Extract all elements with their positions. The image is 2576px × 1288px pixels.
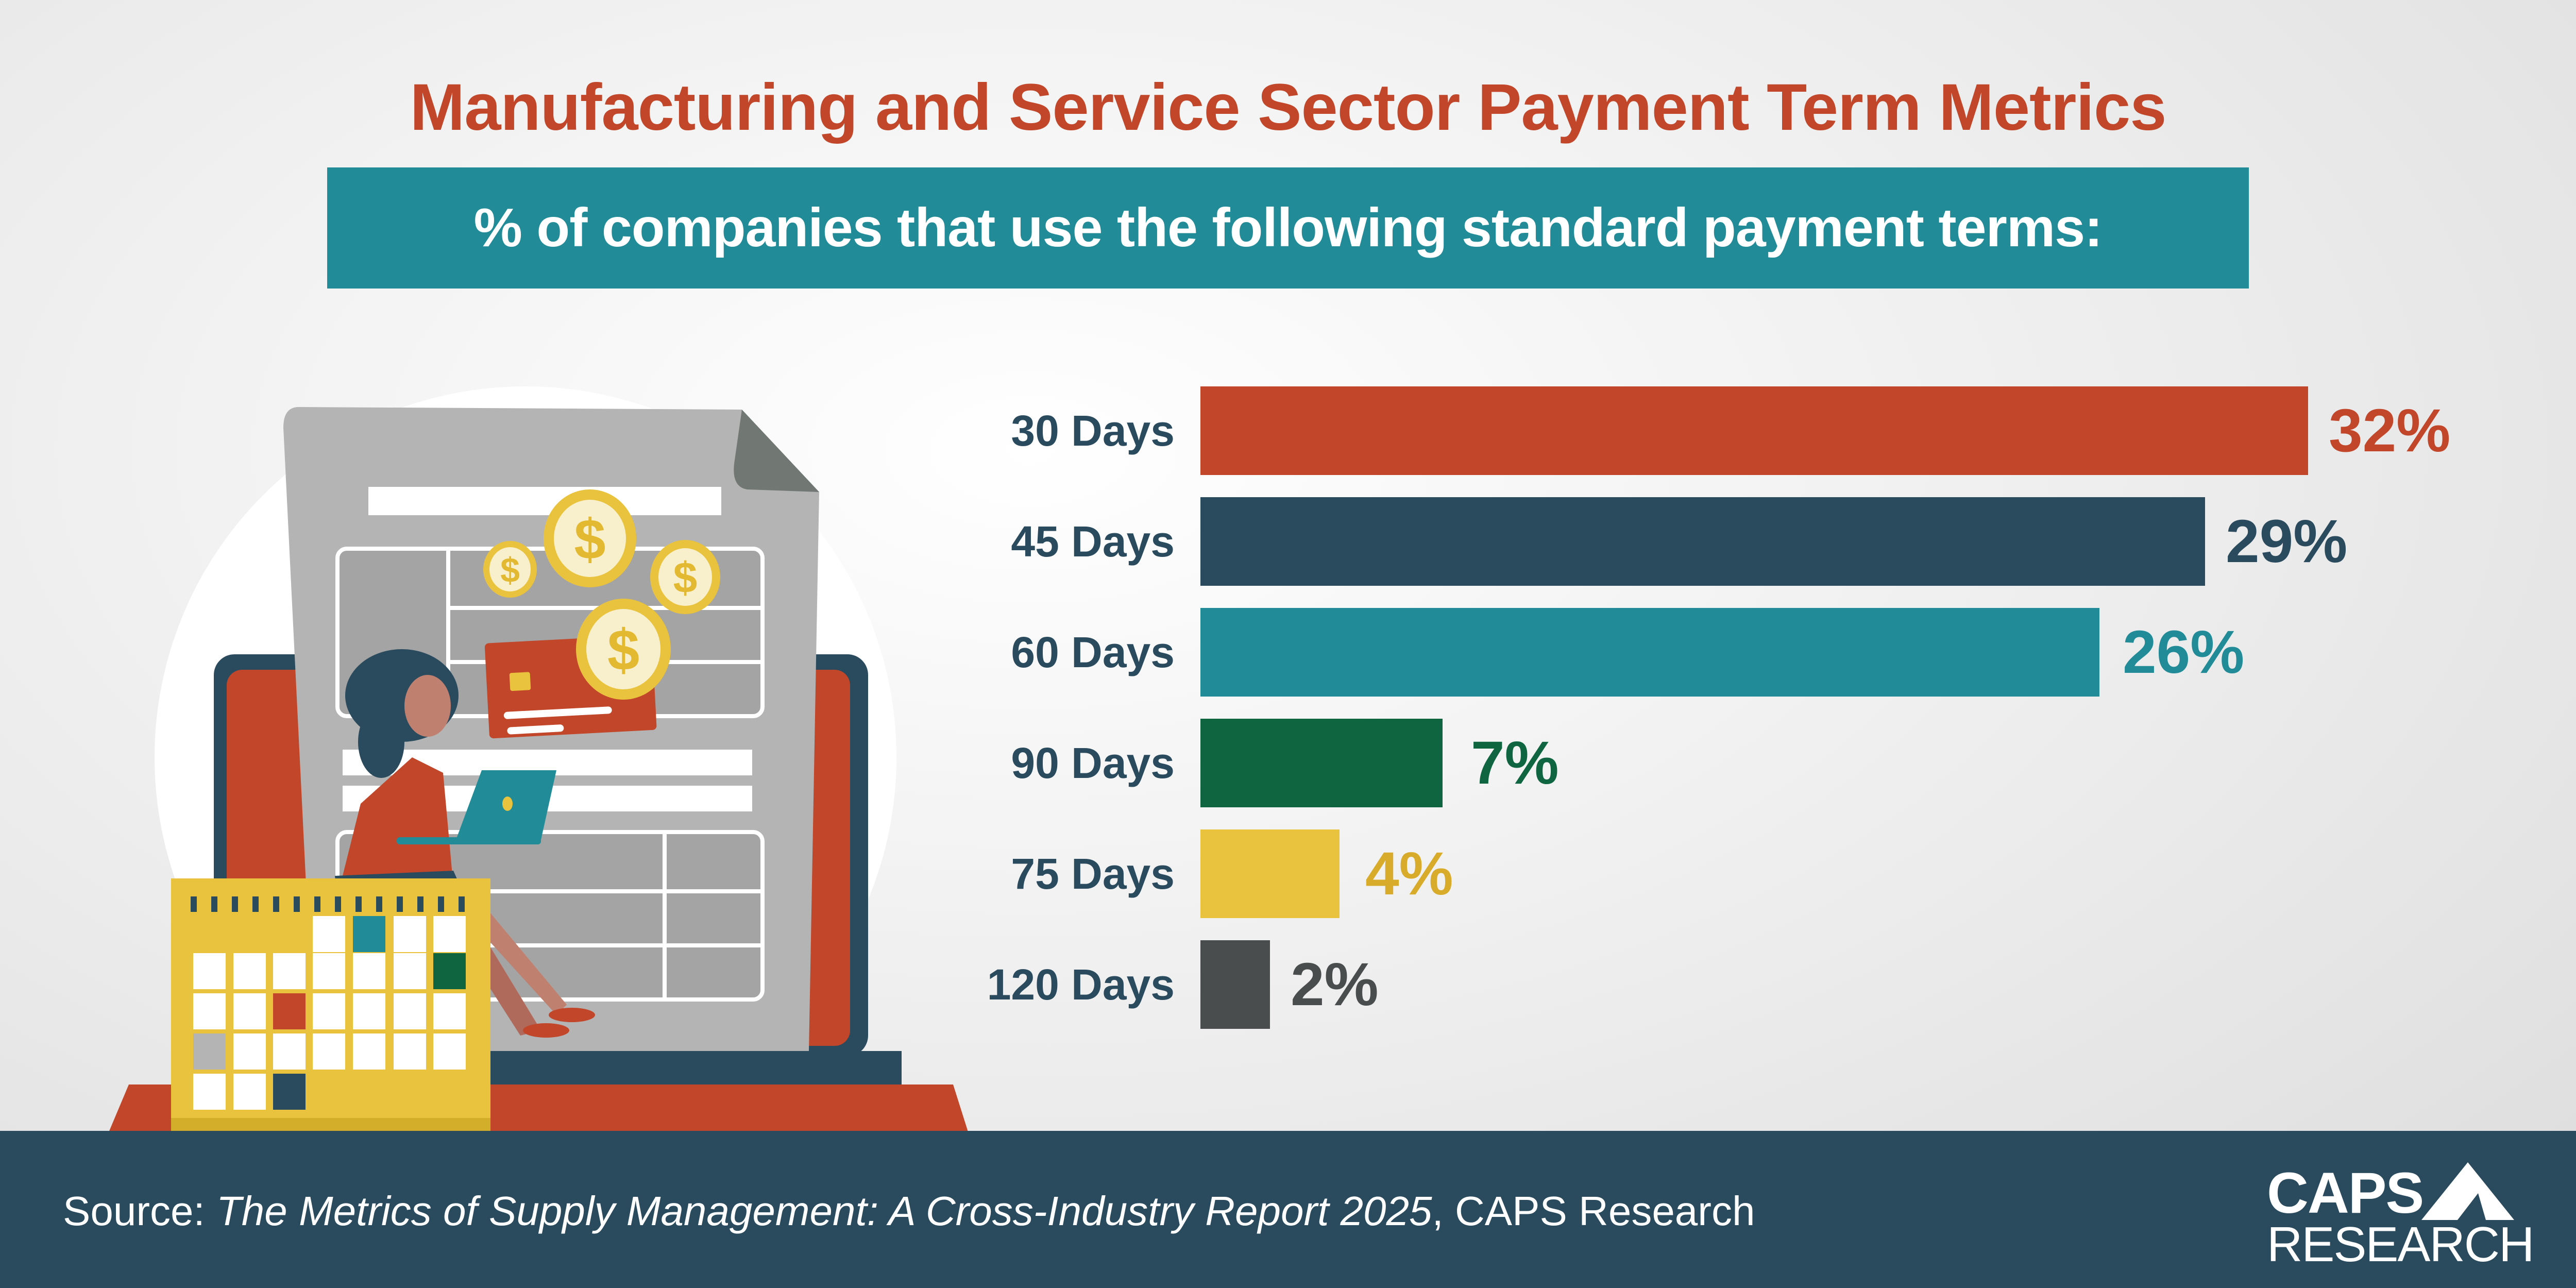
- bar-row-75-days: 75 Days 4%: [0, 829, 2576, 918]
- bar-label: 90 Days: [1011, 739, 1175, 787]
- page-title: Manufacturing and Service Sector Payment…: [410, 71, 2167, 144]
- source-prefix: Source:: [63, 1188, 216, 1234]
- bar-row-60-days: 60 Days 26%: [0, 608, 2576, 697]
- mountain-icon: [2421, 1162, 2514, 1220]
- caps-research-logo: CAPS RESEARCH: [2267, 1161, 2534, 1269]
- bar-value: 26%: [2123, 618, 2245, 686]
- bar: [1200, 940, 1270, 1029]
- bar-value: 2%: [1291, 951, 1379, 1019]
- bar-value: 32%: [2329, 397, 2451, 465]
- laptop-icon: [397, 770, 556, 844]
- subtitle-banner: % of companies that use the following st…: [327, 167, 2249, 289]
- bar-value: 29%: [2226, 507, 2348, 575]
- footer: Source: The Metrics of Supply Management…: [0, 1131, 2576, 1288]
- bar-label: 45 Days: [1011, 517, 1175, 566]
- bar-value: 4%: [1365, 840, 1453, 908]
- bar-row-30-days: 30 Days 32%: [0, 386, 2576, 475]
- bar-label: 60 Days: [1011, 628, 1175, 676]
- source-suffix: , CAPS Research: [1432, 1188, 1755, 1234]
- bar-row-90-days: 90 Days 7%: [0, 719, 2576, 807]
- bar-label: 120 Days: [987, 960, 1175, 1009]
- bar: [1200, 386, 2308, 475]
- bar-label: 30 Days: [1011, 406, 1175, 455]
- bar: [1200, 608, 2099, 697]
- bar: [1200, 497, 2205, 586]
- bar-row-45-days: 45 Days 29%: [0, 497, 2576, 586]
- svg-text:$: $: [574, 508, 605, 571]
- calendar-icon: [171, 878, 490, 1133]
- bar-row-120-days: 120 Days 2%: [0, 940, 2576, 1029]
- source-title: The Metrics of Supply Management: A Cros…: [216, 1188, 1432, 1234]
- illustration: $ $ $ $: [108, 386, 969, 1133]
- bar: [1200, 829, 1340, 918]
- svg-text:$: $: [607, 618, 639, 682]
- bar-label: 75 Days: [1011, 850, 1175, 898]
- bar: [1200, 719, 1443, 807]
- svg-text:$: $: [500, 551, 520, 590]
- bar-value: 7%: [1471, 729, 1559, 797]
- coin-dollar-icon: $ $ $ $: [483, 489, 720, 700]
- source-citation: Source: The Metrics of Supply Management…: [63, 1188, 1755, 1235]
- logo-text-research: RESEARCH: [2267, 1217, 2534, 1272]
- svg-text:$: $: [673, 553, 698, 602]
- logo-text-caps: CAPS: [2267, 1161, 2424, 1225]
- subtitle-text: % of companies that use the following st…: [473, 197, 2103, 258]
